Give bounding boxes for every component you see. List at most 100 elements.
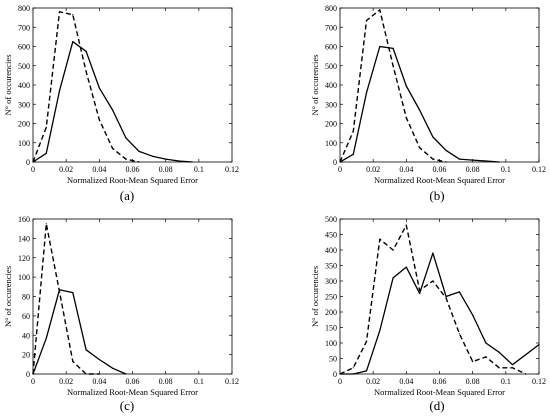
data-point-solid (45, 152, 47, 154)
data-point-dashed (405, 224, 407, 226)
y-tick-label: 20 (22, 351, 30, 360)
y-tick-label: 80 (22, 293, 30, 302)
data-point-solid (112, 367, 114, 369)
y-tick-label: 100 (18, 139, 30, 148)
x-tick-label: 0 (338, 165, 342, 174)
panel-label: (a) (120, 188, 134, 203)
data-point-solid (472, 159, 474, 161)
data-point-dashed (58, 11, 61, 13)
data-point-dashed (72, 14, 74, 16)
x-tick-label: 0.02 (59, 377, 73, 386)
x-tick-label: 0.08 (466, 165, 480, 174)
data-point-solid (72, 41, 74, 43)
data-point-solid (32, 161, 34, 163)
data-point-solid (445, 149, 447, 151)
series-line-solid (32, 41, 193, 163)
x-axis-title: Normalized Root-Mean Squared Error (67, 387, 198, 397)
series-line-solid (339, 45, 500, 163)
data-point-solid (379, 330, 381, 332)
data-point-dashed (45, 126, 47, 128)
y-tick-label: 100 (325, 139, 337, 148)
y-tick-label: 0 (26, 158, 30, 167)
y-tick-label: 0 (333, 158, 337, 167)
y-tick-label: 600 (18, 43, 30, 52)
y-tick-label: 600 (325, 43, 337, 52)
data-point-solid (511, 364, 514, 366)
x-axis-title: Normalized Root-Mean Squared Error (374, 175, 505, 185)
y-tick-label: 140 (18, 234, 30, 243)
data-point-solid (405, 266, 407, 268)
x-tick-label: 0.04 (92, 165, 106, 174)
y-tick-label: 700 (325, 23, 337, 32)
chart-panel-1: 0 0.02 0.04 0.06 0.08 0.1 0.12 0 100 200 300 400 500… (3, 4, 239, 203)
data-point-solid (432, 136, 434, 138)
data-point-solid (485, 160, 487, 162)
y-tick-label: 120 (18, 254, 30, 263)
data-point-dashed (445, 297, 447, 299)
x-tick-label: 0.06 (126, 377, 140, 386)
data-point-dashed (352, 367, 354, 369)
y-tick-label: 150 (325, 324, 337, 333)
data-point-solid (432, 252, 434, 254)
y-tick-label: 400 (325, 246, 337, 255)
y-axis-title: N° of occurencies (3, 55, 13, 116)
x-tick-label: 0.1 (194, 165, 204, 174)
data-point-dashed (72, 360, 74, 362)
x-tick-label: 0.06 (126, 165, 140, 174)
data-point-dashed (472, 361, 474, 363)
data-point-solid (352, 373, 354, 375)
y-tick-label: 500 (325, 62, 337, 71)
y-tick-label: 300 (325, 100, 337, 109)
data-point-solid (32, 373, 34, 375)
y-tick-label: 700 (18, 23, 30, 32)
x-tick-label: 0.12 (532, 377, 546, 386)
data-point-dashed (525, 373, 527, 375)
y-tick-label: 50 (329, 355, 337, 364)
y-tick-label: 500 (325, 215, 337, 224)
data-point-solid (392, 277, 394, 279)
data-point-solid (178, 160, 180, 162)
panel-label: (d) (429, 398, 444, 413)
data-point-dashed (379, 238, 381, 240)
x-tick-label: 0.08 (159, 165, 173, 174)
data-point-dashed (419, 147, 421, 149)
data-point-dashed (352, 130, 354, 132)
y-tick-label: 450 (325, 231, 337, 240)
x-tick-label: 0.02 (366, 165, 380, 174)
y-tick-label: 60 (22, 312, 30, 321)
data-point-solid (191, 161, 193, 163)
y-tick-label: 800 (18, 4, 30, 13)
data-point-dashed (45, 223, 47, 225)
x-tick-label: 0.02 (59, 165, 73, 174)
y-tick-label: 100 (18, 273, 30, 282)
y-tick-label: 500 (18, 62, 30, 71)
x-tick-label: 0.12 (532, 165, 546, 174)
data-point-dashed (365, 19, 368, 22)
data-point-solid (58, 90, 61, 92)
x-tick-label: 0.1 (194, 377, 204, 386)
data-point-solid (498, 161, 500, 163)
data-point-solid (98, 358, 100, 361)
y-tick-label: 0 (333, 370, 337, 379)
y-tick-label: 300 (18, 100, 30, 109)
data-point-solid (151, 155, 153, 157)
data-point-solid (339, 373, 341, 375)
x-tick-label: 0.08 (466, 377, 480, 386)
data-point-dashed (392, 65, 394, 67)
data-point-solid (45, 337, 47, 339)
data-point-dashed (485, 356, 487, 358)
data-point-dashed (85, 373, 87, 375)
data-point-solid (419, 292, 421, 294)
y-tick-label: 400 (18, 81, 30, 90)
data-point-solid (125, 137, 127, 139)
data-point-dashed (498, 367, 500, 369)
data-point-solid (419, 109, 421, 111)
plot-frame (339, 7, 540, 163)
data-point-dashed (125, 158, 127, 160)
data-point-dashed (458, 333, 460, 335)
x-tick-label: 0.12 (225, 165, 239, 174)
data-point-solid (458, 158, 460, 160)
chart-panel-3: 0 0.02 0.04 0.06 0.08 0.1 0.12 0 20 40 60 80 100 120 1… (3, 215, 239, 413)
x-tick-label: 0.04 (399, 377, 413, 386)
